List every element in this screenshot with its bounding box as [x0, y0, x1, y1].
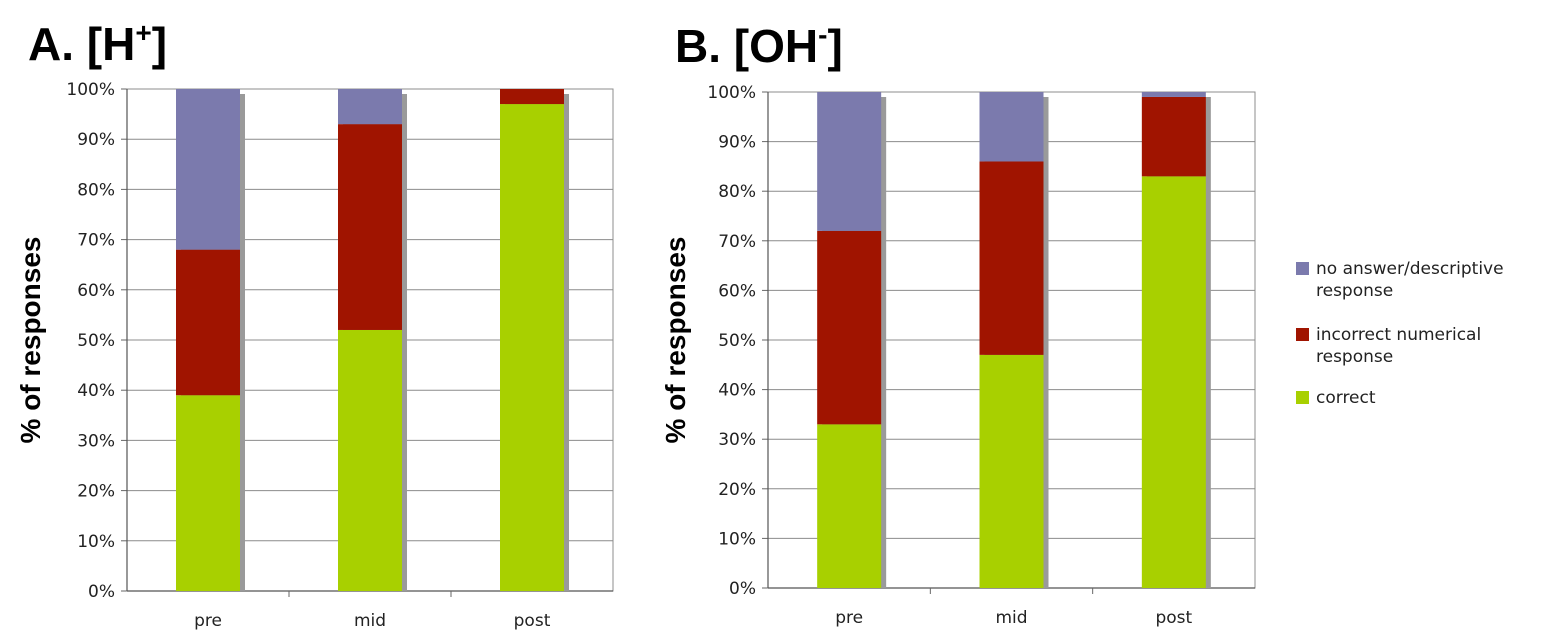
panel-b-y-tick-label: 10%	[718, 529, 756, 549]
panel-a: A. [H+] % of responses 0% 10% 20% 30% 40% 50%…	[15, 17, 614, 631]
panel-a-bar-pre-incorrect-numerical-response	[176, 249, 240, 396]
legend-label: correct	[1316, 388, 1376, 408]
legend-swatch	[1296, 262, 1309, 275]
panel-b-title: B. [OH-]	[675, 19, 843, 72]
panel-a-y-tick-label: 40%	[77, 381, 115, 401]
panel-a-y-tick-label: 0%	[88, 582, 115, 602]
panel-a-title: A. [H+]	[28, 17, 167, 70]
panel-b-y-axis-label: % of responses	[660, 237, 691, 444]
panel-a-bar-post-incorrect-numerical-response	[500, 89, 564, 105]
panel-b-y-tick-label: 30%	[718, 430, 756, 450]
panel-b-bar-post-no-answer-descriptive-response	[1141, 92, 1206, 97]
panel-a-x-tick-label: mid	[354, 611, 386, 631]
panel-b-bar-post-correct	[1141, 176, 1206, 588]
panel-a-y-tick-label: 100%	[66, 80, 115, 100]
panel-a-y-tick-label: 70%	[77, 231, 115, 251]
panel-b-y-tick-label: 70%	[718, 232, 756, 252]
panel-b-x-tick-label: post	[1155, 608, 1192, 628]
legend-swatch	[1296, 391, 1309, 404]
panel-a-bar-pre-correct	[176, 395, 240, 591]
panel-a-bar-mid-correct	[338, 329, 402, 591]
panel-a-plot-area: 0% 10% 20% 30% 40% 50% 60% 70% 80% 90% 100% pre mid p…	[66, 80, 614, 631]
legend-label: no answer/descriptive	[1316, 259, 1504, 279]
panel-a-bar-mid-no-answer-descriptive-response	[338, 89, 402, 125]
panel-b-x-tick-label: mid	[995, 608, 1027, 628]
panel-b-y-tick-label: 100%	[707, 83, 756, 103]
panel-b-y-tick-label: 50%	[718, 331, 756, 351]
panel-b-y-tick-label: 90%	[718, 133, 756, 153]
panel-b-y-tick-label: 20%	[718, 480, 756, 500]
panel-a-y-tick-label: 10%	[77, 532, 115, 552]
panel-a-bar-pre-no-answer-descriptive-response	[176, 89, 240, 250]
panel-a-bar-post-correct	[500, 104, 564, 591]
panel-a-x-tick-label: post	[514, 611, 551, 631]
panel-a-y-tick-label: 90%	[77, 130, 115, 150]
legend-label: incorrect numerical	[1316, 325, 1481, 345]
panel-a-y-axis-label: % of responses	[15, 237, 46, 444]
panel-a-y-tick-label: 60%	[77, 281, 115, 301]
panel-b: B. [OH-] % of responses 0% 10% 20% 30% 40% 50…	[660, 19, 1256, 628]
panel-b-bar-mid-no-answer-descriptive-response	[979, 92, 1044, 162]
panel-b-y-tick-label: 0%	[729, 579, 756, 599]
panel-b-y-tick-label: 80%	[718, 182, 756, 202]
panel-a-y-tick-label: 50%	[77, 331, 115, 351]
panel-b-bar-pre-correct	[817, 424, 882, 588]
legend-swatch	[1296, 328, 1309, 341]
panel-b-bar-mid-correct	[979, 354, 1044, 588]
panel-b-bar-post-incorrect-numerical-response	[1141, 96, 1206, 177]
panel-a-y-tick-label: 80%	[77, 180, 115, 200]
panel-b-bar-pre-no-answer-descriptive-response	[817, 92, 882, 231]
panel-b-x-tick-label: pre	[835, 608, 863, 628]
legend-label-line2: response	[1316, 347, 1393, 367]
panel-b-y-tick-label: 60%	[718, 281, 756, 301]
panel-b-bar-mid-incorrect-numerical-response	[979, 161, 1044, 355]
panel-a-y-tick-label: 30%	[77, 431, 115, 451]
panel-b-bar-pre-incorrect-numerical-response	[817, 230, 882, 425]
panel-b-plot-area: 0% 10% 20% 30% 40% 50% 60% 70% 80% 90% 100% pre mid p…	[707, 83, 1256, 628]
legend-label-line2: response	[1316, 281, 1393, 301]
panel-a-y-tick-label: 20%	[77, 482, 115, 502]
panel-a-bar-mid-incorrect-numerical-response	[338, 124, 402, 330]
panel-a-x-tick-label: pre	[194, 611, 222, 631]
panel-b-y-tick-label: 40%	[718, 381, 756, 401]
